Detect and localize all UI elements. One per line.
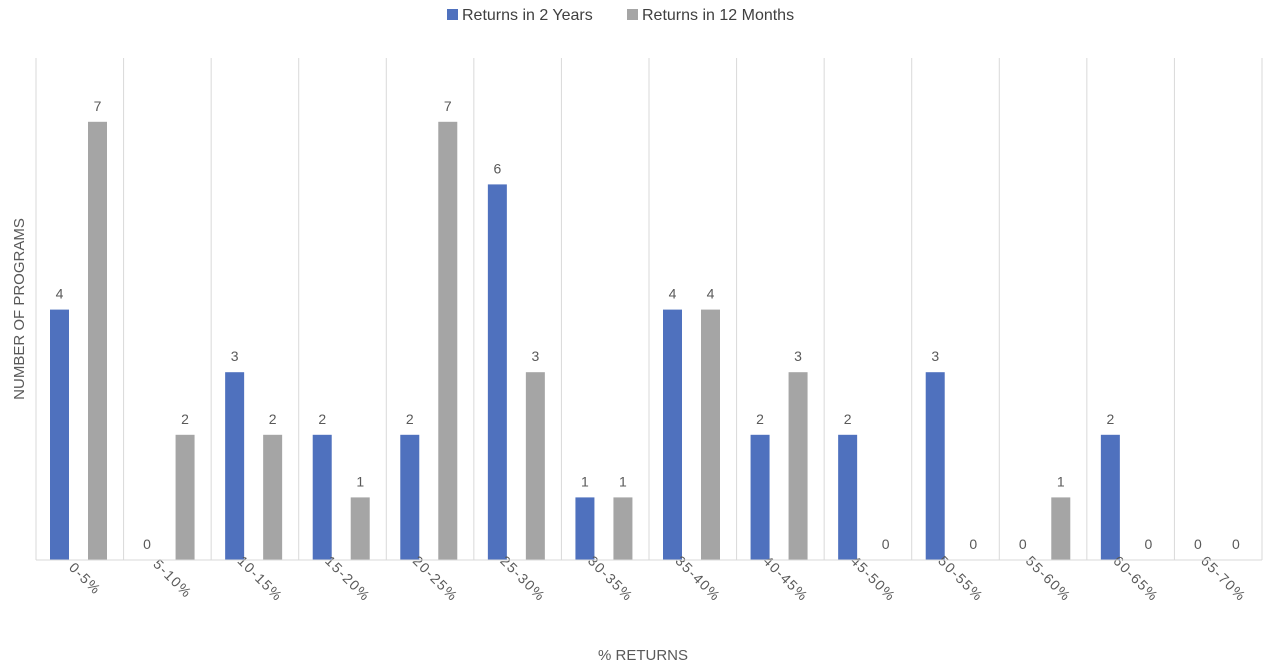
bar-returns-2-years — [487, 184, 507, 560]
bar-returns-2-years — [838, 434, 858, 560]
bar-returns-12-months — [438, 121, 458, 561]
legend-swatch — [627, 9, 638, 20]
x-axis-title: % RETURNS — [598, 647, 688, 664]
data-label: 3 — [531, 348, 539, 364]
bar-returns-12-months — [350, 497, 370, 560]
bar-returns-12-months — [613, 497, 633, 560]
data-label: 2 — [1106, 411, 1114, 427]
data-label: 3 — [931, 348, 939, 364]
bar-returns-2-years — [312, 434, 332, 560]
chart-bars — [50, 121, 1120, 561]
x-tick-label: 5-10% — [150, 556, 195, 601]
data-label: 1 — [356, 473, 364, 489]
data-label: 0 — [1144, 536, 1152, 552]
bar-returns-12-months — [263, 434, 283, 560]
chart-legend: Returns in 2 Years Returns in 12 Months — [447, 7, 794, 24]
bar-returns-2-years — [575, 497, 595, 560]
bar-returns-2-years — [750, 434, 770, 560]
bar-returns-12-months — [788, 372, 808, 560]
data-label: 3 — [231, 348, 239, 364]
bar-returns-12-months — [175, 434, 195, 560]
data-label: 2 — [269, 411, 277, 427]
data-label: 1 — [1057, 473, 1065, 489]
data-label: 0 — [143, 536, 151, 552]
data-label: 2 — [318, 411, 326, 427]
chart-data-labels: 4 7 0 2 3 2 2 1 2 7 6 3 1 1 4 4 2 3 2 0 3 0 0 1 2 0 0 0 — [56, 98, 1240, 552]
data-label: 0 — [1232, 536, 1240, 552]
data-label: 0 — [969, 536, 977, 552]
data-label: 2 — [756, 411, 764, 427]
data-label: 4 — [56, 286, 64, 302]
data-label: 0 — [882, 536, 890, 552]
data-label: 2 — [406, 411, 414, 427]
bar-returns-2-years — [225, 372, 245, 560]
data-label: 4 — [669, 286, 677, 302]
data-label: 1 — [619, 473, 627, 489]
bar-returns-2-years — [50, 309, 69, 560]
data-label: 4 — [707, 286, 715, 302]
bar-returns-2-years — [663, 309, 682, 560]
data-label: 3 — [794, 348, 802, 364]
chart-gridlines — [35, 58, 1263, 560]
y-axis-title: NUMBER OF PROGRAMS — [11, 218, 28, 400]
x-tick-label: 0-5% — [66, 559, 105, 598]
bar-returns-12-months — [525, 372, 545, 560]
data-label: 0 — [1194, 536, 1202, 552]
bar-returns-12-months — [1051, 497, 1071, 560]
bar-returns-2-years — [1100, 434, 1120, 560]
data-label: 0 — [1019, 536, 1027, 552]
data-label: 1 — [581, 473, 589, 489]
bar-returns-12-months — [701, 309, 720, 560]
bar-returns-12-months — [88, 121, 107, 561]
data-label: 2 — [181, 411, 189, 427]
legend-swatch — [447, 9, 458, 20]
legend-label: Returns in 12 Months — [642, 7, 794, 24]
data-label: 2 — [844, 411, 852, 427]
data-label: 7 — [444, 98, 452, 114]
data-label: 6 — [493, 160, 501, 176]
legend-label: Returns in 2 Years — [462, 7, 593, 24]
bar-returns-2-years — [925, 372, 945, 560]
data-label: 7 — [94, 98, 102, 114]
bar-returns-2-years — [400, 434, 420, 560]
